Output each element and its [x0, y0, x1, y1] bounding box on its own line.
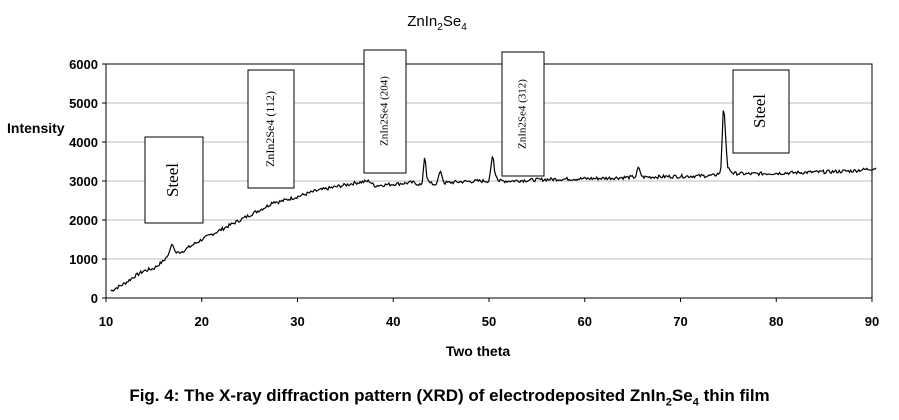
y-axis-title: Intensity: [7, 120, 65, 136]
x-axis-title: Two theta: [446, 343, 511, 359]
svg-text:Steel: Steel: [163, 163, 182, 197]
figure-caption: Fig. 4: The X-ray diffraction pattern (X…: [129, 386, 770, 409]
y-tick-label: 2000: [69, 213, 98, 228]
y-tick-label: 4000: [69, 135, 98, 150]
x-tick-label: 40: [386, 314, 400, 329]
y-tick-label: 1000: [69, 252, 98, 267]
x-tick-label: 70: [673, 314, 687, 329]
svg-text:ZnIn2Se4 (112): ZnIn2Se4 (112): [263, 91, 277, 167]
x-tick-label: 50: [482, 314, 496, 329]
annotation-312: ZnIn2Se4 (312): [501, 51, 545, 177]
x-tick-label: 30: [290, 314, 304, 329]
annotation-steel-1: Steel: [144, 136, 204, 224]
series-line: [110, 110, 877, 292]
svg-text:ZnIn2Se4 (312): ZnIn2Se4 (312): [517, 79, 529, 149]
x-tick-label: 80: [769, 314, 783, 329]
y-tick-label: 5000: [69, 96, 98, 111]
x-axis-ticks: 10 20 30 40 50 60 70 80 90: [99, 298, 879, 329]
x-tick-label: 60: [578, 314, 592, 329]
svg-text:Steel: Steel: [750, 94, 769, 128]
annotation-112: ZnIn2Se4 (112): [247, 69, 295, 189]
x-tick-label: 20: [195, 314, 209, 329]
annotation-204: ZnIn2Se4 (204): [363, 49, 407, 174]
y-tick-label: 6000: [69, 57, 98, 72]
x-tick-label: 10: [99, 314, 113, 329]
y-tick-label: 0: [91, 291, 98, 306]
chart-title: ZnIn2Se4: [407, 13, 467, 33]
y-tick-label: 3000: [69, 174, 98, 189]
svg-text:ZnIn2Se4 (204): ZnIn2Se4 (204): [379, 76, 391, 146]
annotation-steel-2: Steel: [732, 69, 790, 154]
x-tick-label: 90: [865, 314, 879, 329]
y-axis-ticks: 0 1000 2000 3000 4000 5000 6000: [69, 57, 106, 306]
